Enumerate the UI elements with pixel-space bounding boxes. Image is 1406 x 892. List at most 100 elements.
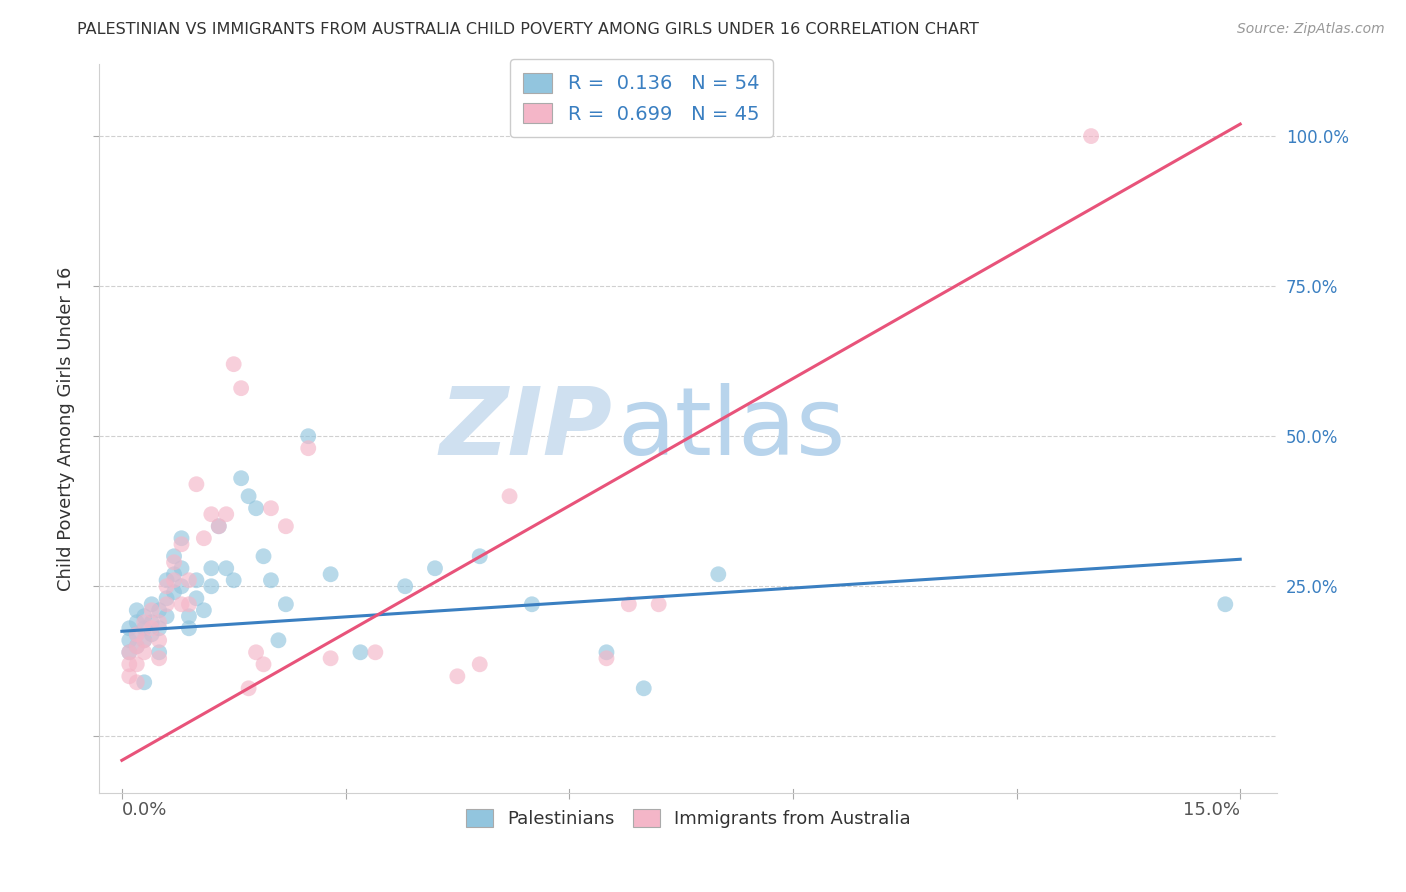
Point: [125, 640, 148, 654]
Point: [125, 657, 148, 672]
Point: [163, 567, 186, 582]
Point: [134, 609, 156, 624]
Point: [118, 633, 141, 648]
Point: [170, 561, 193, 575]
Point: [595, 651, 617, 665]
Point: [118, 669, 141, 683]
Legend: Palestinians, Immigrants from Australia: Palestinians, Immigrants from Australia: [458, 802, 918, 836]
Point: [297, 429, 319, 443]
Point: [155, 609, 177, 624]
Point: [215, 561, 238, 575]
Text: 15.0%: 15.0%: [1184, 800, 1240, 819]
Point: [163, 585, 186, 599]
Point: [520, 597, 543, 611]
Point: [468, 549, 491, 564]
Point: [155, 591, 177, 606]
Point: [222, 574, 245, 588]
Point: [222, 357, 245, 371]
Point: [707, 567, 730, 582]
Point: [319, 567, 342, 582]
Point: [134, 633, 156, 648]
Point: [274, 519, 297, 533]
Point: [1080, 129, 1102, 144]
Text: atlas: atlas: [617, 383, 846, 475]
Point: [170, 579, 193, 593]
Point: [118, 621, 141, 635]
Point: [498, 489, 520, 503]
Point: [118, 645, 141, 659]
Point: [170, 597, 193, 611]
Point: [148, 645, 170, 659]
Point: [319, 651, 342, 665]
Point: [1213, 597, 1236, 611]
Point: [148, 615, 170, 630]
Point: [633, 681, 655, 696]
Point: [170, 537, 193, 551]
Point: [163, 574, 186, 588]
Point: [364, 645, 387, 659]
Point: [200, 508, 222, 522]
Point: [446, 669, 468, 683]
Point: [125, 627, 148, 641]
Point: [215, 508, 238, 522]
Point: [163, 549, 186, 564]
Point: [231, 381, 253, 395]
Point: [125, 627, 148, 641]
Point: [163, 555, 186, 569]
Point: [134, 645, 156, 659]
Point: [141, 627, 163, 641]
Point: [252, 549, 274, 564]
Point: [125, 640, 148, 654]
Point: [260, 574, 283, 588]
Point: [170, 531, 193, 545]
Point: [148, 633, 170, 648]
Point: [252, 657, 274, 672]
Point: [394, 579, 416, 593]
Point: [177, 621, 200, 635]
Point: [177, 574, 200, 588]
Point: [125, 615, 148, 630]
Point: [260, 501, 283, 516]
Point: [134, 633, 156, 648]
Point: [141, 603, 163, 617]
Point: [177, 609, 200, 624]
Point: [267, 633, 290, 648]
Text: ZIP: ZIP: [439, 383, 612, 475]
Point: [208, 519, 231, 533]
Point: [208, 519, 231, 533]
Point: [141, 597, 163, 611]
Point: [155, 574, 177, 588]
Point: [134, 621, 156, 635]
Point: [423, 561, 446, 575]
Point: [186, 591, 208, 606]
Point: [177, 597, 200, 611]
Point: [148, 621, 170, 635]
Point: [297, 441, 319, 455]
Point: [245, 501, 267, 516]
Point: [118, 657, 141, 672]
Point: [186, 477, 208, 491]
Point: [118, 645, 141, 659]
Point: [238, 489, 260, 503]
Point: [125, 675, 148, 690]
Point: [238, 681, 260, 696]
Point: [200, 561, 222, 575]
Point: [193, 531, 215, 545]
Point: [349, 645, 371, 659]
Point: [134, 675, 156, 690]
Point: [200, 579, 222, 593]
Point: [193, 603, 215, 617]
Point: [155, 579, 177, 593]
Point: [134, 615, 156, 630]
Text: Source: ZipAtlas.com: Source: ZipAtlas.com: [1237, 22, 1385, 37]
Text: PALESTINIAN VS IMMIGRANTS FROM AUSTRALIA CHILD POVERTY AMONG GIRLS UNDER 16 CORR: PALESTINIAN VS IMMIGRANTS FROM AUSTRALIA…: [77, 22, 979, 37]
Point: [141, 615, 163, 630]
Point: [595, 645, 617, 659]
Point: [231, 471, 253, 485]
Point: [274, 597, 297, 611]
Text: 0.0%: 0.0%: [122, 800, 167, 819]
Point: [186, 574, 208, 588]
Point: [148, 603, 170, 617]
Point: [148, 651, 170, 665]
Point: [125, 603, 148, 617]
